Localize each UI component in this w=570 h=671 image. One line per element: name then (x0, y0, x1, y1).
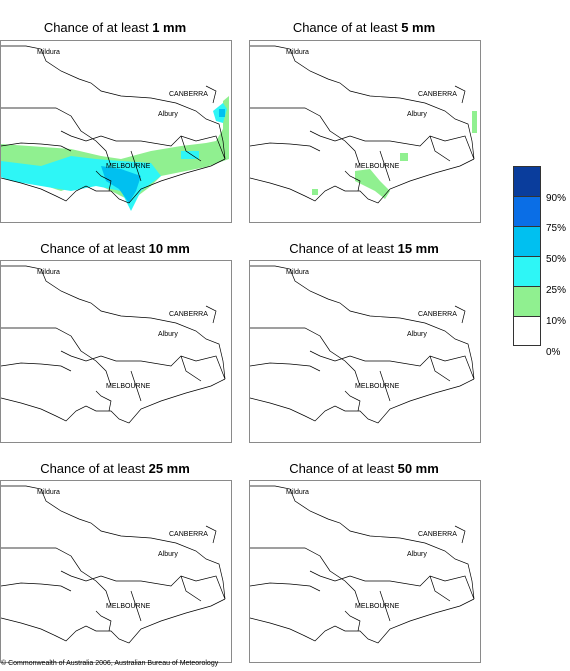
copyright-footer: © Commonwealth of Australia 2006, Austra… (1, 660, 219, 667)
legend-label-25: 25% (546, 285, 567, 296)
city-label-canberra: CANBERRA (418, 91, 457, 98)
city-label-melbourne: MELBOURNE (106, 603, 151, 610)
map-svg-10mm: Mildura CANBERRA Albury MELBOURNE (1, 265, 226, 424)
city-label-mildura: Mildura (286, 49, 309, 56)
city-label-melbourne: MELBOURNE (106, 163, 151, 170)
map-15mm: Mildura CANBERRA Albury MELBOURNE (249, 260, 481, 443)
city-label-canberra: CANBERRA (169, 91, 208, 98)
map-svg-5mm: Mildura CANBERRA Albury MELBOURNE (250, 45, 477, 204)
legend-label-0: 0% (546, 347, 561, 358)
rain-cells-1mm (1, 96, 229, 211)
map-svg-25mm: Mildura CANBERRA Albury MELBOURNE (1, 485, 226, 644)
title-threshold: 1 mm (152, 20, 187, 35)
city-label-mildura: Mildura (286, 489, 309, 496)
title-threshold: 25 mm (148, 461, 190, 476)
city-label-melbourne: MELBOURNE (355, 163, 400, 170)
legend-label-75: 75% (546, 223, 567, 234)
city-label-albury: Albury (407, 331, 427, 338)
city-label-melbourne: MELBOURNE (355, 383, 400, 390)
city-label-melbourne: MELBOURNE (355, 603, 400, 610)
city-label-melbourne: MELBOURNE (106, 383, 151, 390)
city-label-mildura: Mildura (37, 489, 60, 496)
map-5mm: Mildura CANBERRA Albury MELBOURNE (249, 40, 481, 223)
city-label-albury: Albury (158, 551, 178, 558)
map-svg-15mm: Mildura CANBERRA Albury MELBOURNE (250, 265, 475, 424)
boundaries-1mm (1, 45, 226, 204)
legend-label-90: 90% (546, 193, 567, 204)
city-label-albury: Albury (158, 111, 178, 118)
legend-swatch-90-100 (513, 166, 541, 196)
title-prefix: Chance of at least (43, 20, 153, 35)
panel-title-50mm: Chance of at least 50 mm (249, 461, 479, 476)
city-label-albury: Albury (407, 111, 427, 118)
legend-swatch-75-90 (513, 196, 541, 226)
city-label-canberra: CANBERRA (418, 531, 457, 538)
city-label-mildura: Mildura (37, 269, 60, 276)
panel-title-10mm: Chance of at least 10 mm (0, 241, 230, 256)
map-svg-50mm: Mildura CANBERRA Albury MELBOURNE (250, 485, 475, 644)
map-50mm: Mildura CANBERRA Albury MELBOURNE (249, 480, 481, 663)
boundaries-50mm (250, 485, 475, 644)
title-prefix: Chance of at least (40, 461, 149, 476)
title-prefix: Chance of at least (292, 20, 402, 35)
legend-swatch-10-25 (513, 286, 541, 316)
map-svg-1mm: Mildura CANBERRA Albury MELBOURNE (1, 45, 229, 211)
legend-label-50: 50% (546, 254, 567, 265)
map-10mm: Mildura CANBERRA Albury MELBOURNE (0, 260, 232, 443)
city-label-mildura: Mildura (286, 269, 309, 276)
title-threshold: 15 mm (397, 241, 439, 256)
panel-title-15mm: Chance of at least 15 mm (249, 241, 479, 256)
city-label-canberra: CANBERRA (169, 311, 208, 318)
title-threshold: 10 mm (148, 241, 190, 256)
title-threshold: 5 mm (401, 20, 436, 35)
city-label-canberra: CANBERRA (418, 311, 457, 318)
boundaries-10mm (1, 265, 226, 424)
map-1mm: Mildura CANBERRA Albury MELBOURNE (0, 40, 232, 223)
legend-swatch-0-10 (513, 316, 541, 346)
city-label-albury: Albury (407, 551, 427, 558)
title-prefix: Chance of at least (289, 461, 398, 476)
city-label-albury: Albury (158, 331, 178, 338)
boundaries-15mm (250, 265, 475, 424)
title-prefix: Chance of at least (289, 241, 398, 256)
panel-title-5mm: Chance of at least 5 mm (249, 20, 479, 35)
title-prefix: Chance of at least (40, 241, 149, 256)
legend-label-10: 10% (546, 316, 567, 327)
boundaries-5mm (250, 45, 475, 204)
legend-swatch-25-50 (513, 256, 541, 286)
legend-swatch-50-75 (513, 226, 541, 256)
panel-title-25mm: Chance of at least 25 mm (0, 461, 230, 476)
panel-title-1mm: Chance of at least 1 mm (0, 20, 230, 35)
title-threshold: 50 mm (397, 461, 439, 476)
city-label-canberra: CANBERRA (169, 531, 208, 538)
probability-legend (513, 166, 541, 346)
boundaries-25mm (1, 485, 226, 644)
city-label-mildura: Mildura (37, 49, 60, 56)
rain-cells-5mm (312, 111, 477, 199)
map-25mm: Mildura CANBERRA Albury MELBOURNE (0, 480, 232, 663)
